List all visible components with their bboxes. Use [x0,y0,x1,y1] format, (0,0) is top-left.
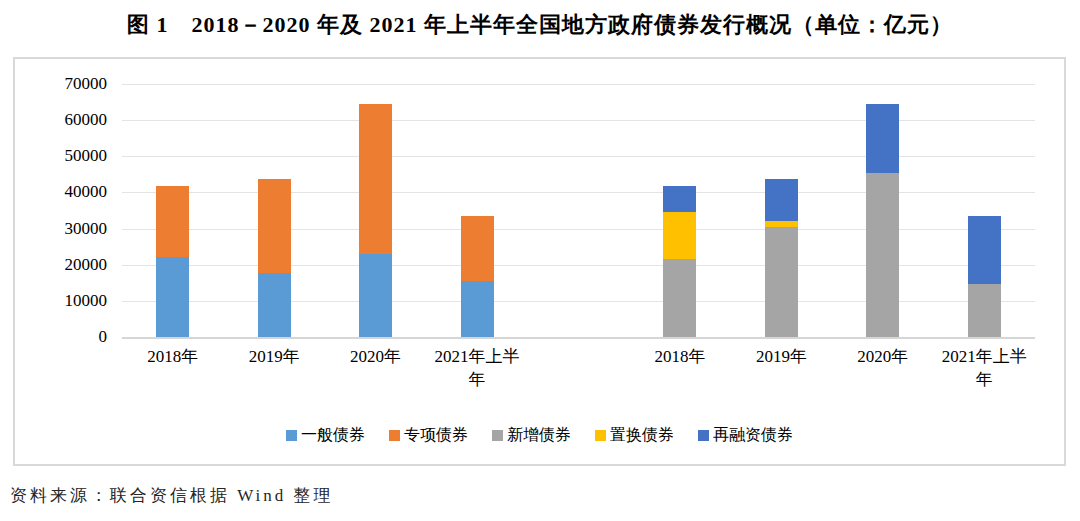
y-tick-label: 0 [27,327,107,347]
bar-segment [663,186,696,212]
figure-title: 图 1 2018－2020 年及 2021 年上半年全国地方政府债券发行概况（单… [0,10,1080,40]
x-category-label: 2021年上半年 [936,345,1032,391]
bar-segment [765,221,798,227]
y-tick-label: 20000 [27,255,107,275]
x-category-label: 2019年 [733,345,829,368]
bar-segment [968,216,1001,283]
x-axis-line [122,337,1035,339]
bar-segment [156,186,189,256]
legend-swatch-icon [389,430,400,441]
bar-segment [359,104,392,254]
y-tick-label: 40000 [27,182,107,202]
bar-segment [359,254,392,337]
bar-segment [156,257,189,337]
gridline [122,84,1035,85]
y-tick-label: 50000 [27,146,107,166]
legend-swatch-icon [492,430,503,441]
legend-item-label: 置换债券 [610,425,674,446]
y-tick-label: 60000 [27,110,107,130]
source-note: 资料来源：联合资信根据 Wind 整理 [10,484,334,507]
legend-item-label: 一般债券 [301,425,365,446]
legend-item-label: 再融资债券 [713,425,793,446]
bar-segment [765,227,798,337]
x-category-label: 2018年 [125,345,221,368]
legend-item: 一般债券 [286,425,365,446]
x-category-label: 2021年上半年 [429,345,525,391]
legend-item: 再融资债券 [698,425,793,446]
x-category-label: 2019年 [226,345,322,368]
bar-segment [663,259,696,337]
bar-segment [765,179,798,221]
y-tick-label: 30000 [27,219,107,239]
legend-swatch-icon [698,430,709,441]
plot-area: 010000200003000040000500006000070000 [122,84,1035,337]
bar-segment [968,284,1001,337]
bar-segment [258,273,291,337]
legend-item: 专项债券 [389,425,468,446]
legend-item-label: 专项债券 [404,425,468,446]
bar-segment [461,281,494,337]
legend-swatch-icon [595,430,606,441]
legend-item: 置换债券 [595,425,674,446]
x-category-label: 2020年 [835,345,931,368]
bar-segment [866,173,899,337]
x-category-label: 2020年 [328,345,424,368]
chart-legend: 一般债券 专项债券 新增债券 置换债券 再融资债券 [15,425,1064,446]
bar-segment [461,216,494,280]
bar-segment [663,212,696,259]
legend-item-label: 新增债券 [507,425,571,446]
chart-container: 010000200003000040000500006000070000 201… [13,57,1066,466]
bar-segment [258,179,291,273]
legend-item: 新增债券 [492,425,571,446]
x-category-label: 2018年 [632,345,728,368]
x-axis-labels: 2018年2019年2020年2021年上半年2018年2019年2020年20… [122,345,1035,405]
legend-swatch-icon [286,430,297,441]
y-tick-label: 10000 [27,291,107,311]
bar-segment [866,104,899,172]
y-tick-label: 70000 [27,74,107,94]
